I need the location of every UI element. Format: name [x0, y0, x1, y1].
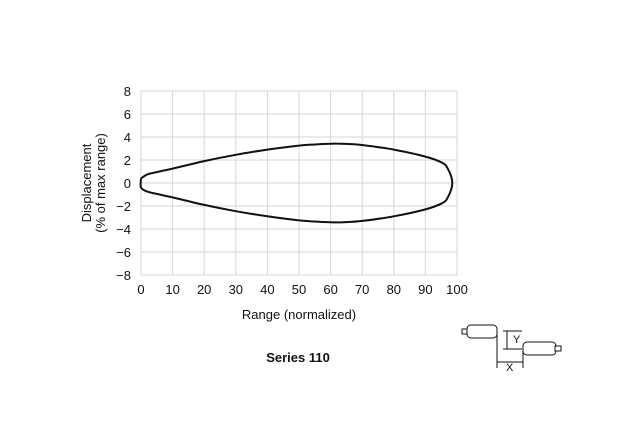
x-tick-label: 60	[323, 282, 337, 297]
y-tick-label: 0	[124, 176, 131, 191]
displacement-envelope-curve	[139, 142, 454, 224]
series-caption: Series 110	[266, 350, 330, 365]
y-tick-label: 4	[124, 130, 131, 145]
x-tick-label: 0	[137, 282, 144, 297]
offset-diagram: Y X	[461, 324, 562, 374]
grid	[140, 90, 458, 276]
x-tick-label: 50	[292, 282, 306, 297]
left-shaft	[466, 324, 498, 339]
x-tick-label: 10	[165, 282, 179, 297]
y-tick-label: 2	[124, 153, 131, 168]
x-axis-title: Range (normalized)	[242, 307, 356, 322]
x-tick-label: 80	[387, 282, 401, 297]
y-dim-label: Y	[513, 334, 521, 346]
x-tick-label: 100	[446, 282, 468, 297]
x-tick-label: 30	[229, 282, 243, 297]
y-tick-label: −6	[116, 245, 131, 260]
y-tick-label: 6	[124, 107, 131, 122]
x-tick-label: 40	[260, 282, 274, 297]
x-tick-label: 90	[418, 282, 432, 297]
y-tick-label: −8	[116, 268, 131, 283]
y-axis-title-line1: Displacement	[79, 143, 94, 222]
y-tick-label: −4	[116, 222, 131, 237]
right-shaft-stub	[554, 345, 562, 352]
y-tick-label: −2	[116, 199, 131, 214]
y-axis-title-line2: (% of max range)	[93, 133, 108, 233]
y-tick-label: 8	[124, 84, 131, 99]
x-dim-label: X	[506, 362, 514, 374]
right-shaft	[522, 341, 557, 356]
x-tick-label: 70	[355, 282, 369, 297]
x-tick-label: 20	[197, 282, 211, 297]
